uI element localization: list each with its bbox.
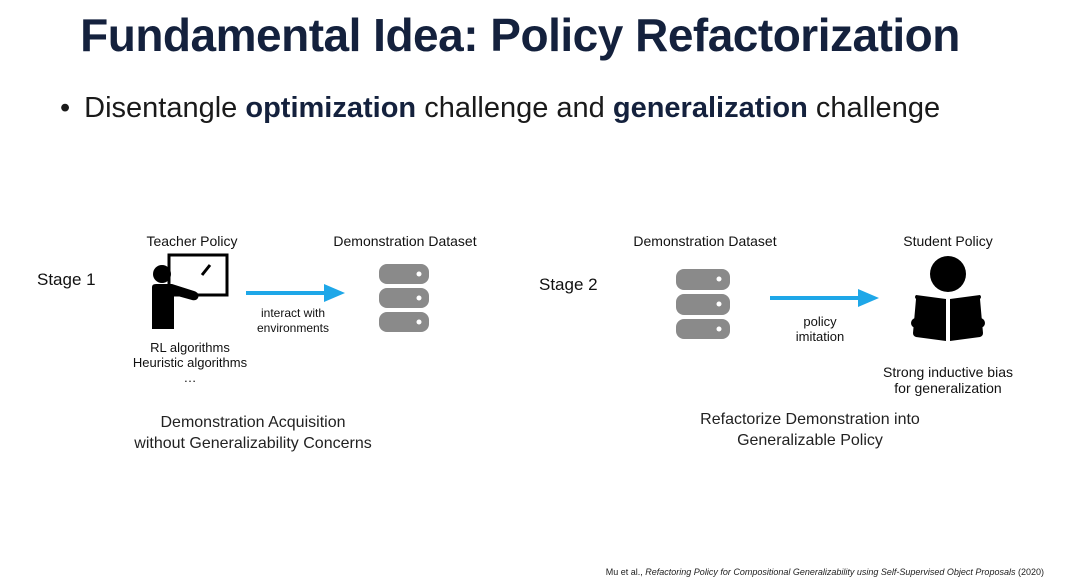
stage1-caption-line1: Demonstration Acquisition — [160, 414, 346, 431]
stage2-dataset-title: Demonstration Dataset — [633, 233, 777, 249]
stage2-arrow-label-line2: imitation — [795, 329, 845, 344]
bullet-middle: challenge and — [416, 92, 613, 124]
stage1-dataset-title: Demonstration Dataset — [333, 233, 477, 249]
stage2-label: Stage 2 — [539, 275, 598, 294]
stage2-caption-line1: Refactorize Demonstration into — [700, 411, 920, 428]
stage2-caption: Refactorize Demonstration into Generaliz… — [660, 409, 960, 451]
citation-paper: Refactoring Policy for Compositional Gen… — [645, 567, 1016, 577]
student-policy-title: Student Policy — [903, 233, 993, 249]
bullet-suffix: challenge — [807, 92, 941, 124]
right-arrow-icon — [246, 284, 345, 302]
student-notes: Strong inductive bias for generalization — [870, 364, 1026, 396]
slide-title: Fundamental Idea: Policy Refactorization — [80, 9, 960, 61]
teacher-policy-title: Teacher Policy — [146, 233, 238, 249]
bullet-term-generalization: generalization — [612, 92, 808, 124]
citation: Mu et al., Refactoring Policy for Compos… — [606, 567, 1044, 577]
database-icon — [676, 269, 730, 339]
bullet-point: • Disentangle optimization challenge and … — [60, 92, 940, 125]
stage1-caption: Demonstration Acquisition without Genera… — [100, 412, 406, 454]
student-reading-icon — [911, 256, 985, 341]
stage1-caption-line2: without Generalizability Concerns — [134, 435, 372, 452]
bullet-prefix: Disentangle — [84, 92, 246, 124]
student-note-line1: Strong inductive bias — [883, 364, 1013, 380]
teacher-notes: RL algorithms Heuristic algorithms … — [120, 340, 260, 385]
teacher-note-ellipsis: … — [183, 370, 197, 385]
student-note-line2: for generalization — [894, 380, 1002, 396]
bullet-dot: • — [60, 92, 71, 124]
teacher-note-heuristic: Heuristic algorithms — [132, 355, 248, 370]
stage1-arrow-label: interact with environments — [238, 306, 348, 336]
teacher-icon — [152, 253, 229, 329]
citation-year: (2020) — [1015, 567, 1044, 577]
stage2-arrow-label: policy imitation — [770, 314, 870, 344]
teacher-note-rl: RL algorithms — [150, 340, 230, 355]
stage1-label: Stage 1 — [37, 270, 96, 289]
stage2-caption-line2: Generalizable Policy — [737, 432, 883, 449]
right-arrow-icon — [770, 289, 879, 307]
database-icon — [379, 264, 429, 332]
bullet-term-optimization: optimization — [245, 92, 417, 124]
stage1-arrow-label-line1: interact with — [260, 306, 326, 320]
citation-authors: Mu et al., — [605, 567, 646, 577]
stage2-arrow-label-line1: policy — [803, 314, 837, 329]
stage1-arrow-label-line2: environments — [256, 321, 330, 335]
